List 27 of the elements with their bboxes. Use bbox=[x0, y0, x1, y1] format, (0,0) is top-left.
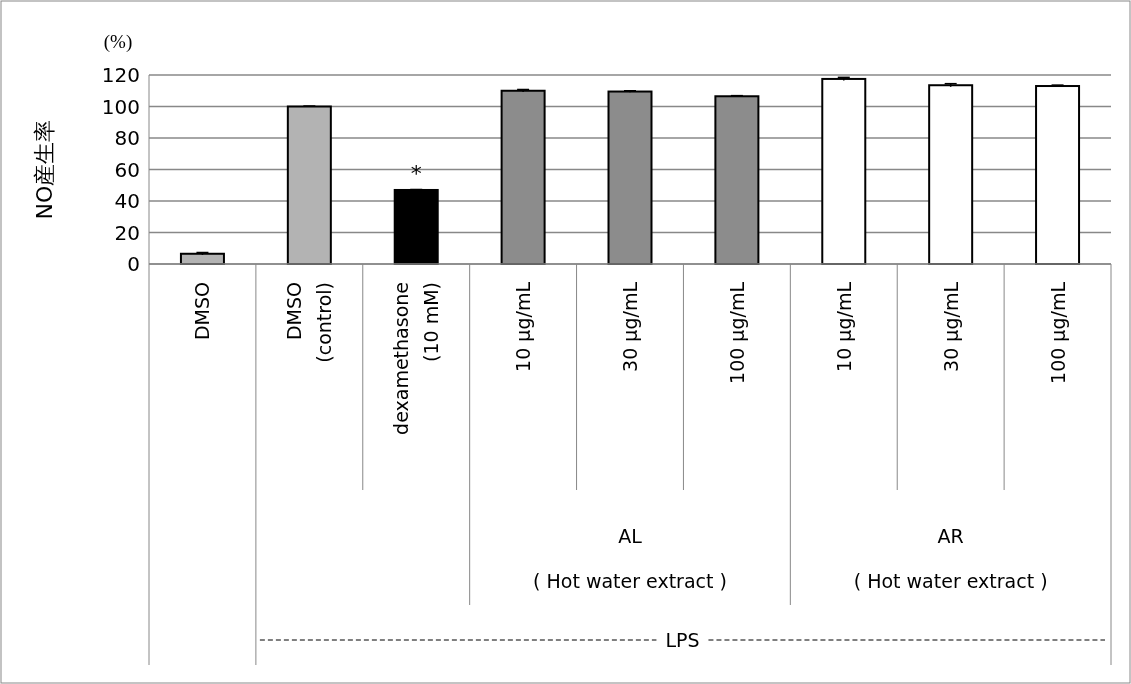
x-tick-label: dexamethasone (10 mM) bbox=[390, 282, 443, 435]
x-tick-label: 100 μg/mL bbox=[1046, 281, 1069, 384]
text: AR ( Hot water extract ) bbox=[853, 525, 1048, 592]
x-tick-label: 30 μg/mL bbox=[939, 281, 962, 372]
annotation: * bbox=[410, 160, 422, 186]
bar bbox=[821, 77, 867, 265]
y-tick-label: 20 bbox=[114, 220, 140, 245]
x-tick-label: 10 μg/mL bbox=[832, 281, 855, 372]
x-tick-label: 10 μg/mL bbox=[512, 281, 535, 372]
x-tick-label: DMSO (control) bbox=[283, 282, 336, 363]
y-tick-label: 120 bbox=[101, 63, 140, 87]
bar bbox=[393, 188, 439, 265]
y-tick-label: 0 bbox=[127, 252, 140, 276]
text: AL ( Hot water extract ) bbox=[533, 525, 727, 592]
text: (%) bbox=[103, 31, 133, 53]
bar bbox=[1035, 85, 1081, 265]
x-tick-label: 30 μg/mL bbox=[619, 281, 641, 372]
x-tick-label: DMSO bbox=[191, 282, 214, 341]
y-tick-label: 40 bbox=[114, 189, 140, 213]
text: LPS bbox=[665, 628, 700, 651]
y-tick-label: 60 bbox=[114, 157, 140, 182]
y-tick-label: 80 bbox=[114, 126, 140, 150]
y-axis-title: NO産生率 bbox=[32, 119, 57, 220]
x-tick-label: 100 μg/mL bbox=[725, 281, 748, 384]
bar bbox=[286, 105, 332, 265]
bar bbox=[928, 84, 974, 265]
y-tick-label: 100 bbox=[101, 94, 140, 119]
